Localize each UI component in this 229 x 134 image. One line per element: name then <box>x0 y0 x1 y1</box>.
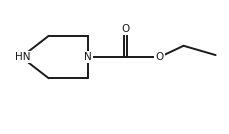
Text: O: O <box>121 24 129 34</box>
Text: N: N <box>83 52 91 62</box>
Text: HN: HN <box>15 52 30 62</box>
Text: O: O <box>155 52 163 62</box>
